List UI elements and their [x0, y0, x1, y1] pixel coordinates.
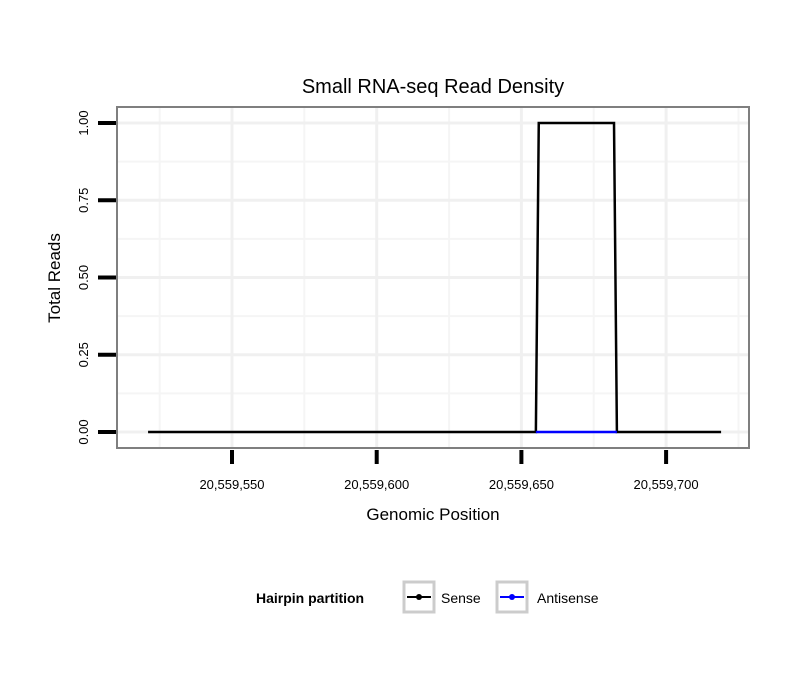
- axes: 20,559,550 20,559,600 20,559,650 20,559,700…: [76, 110, 699, 492]
- y-tick-label: 1.00: [76, 110, 91, 135]
- grid: [117, 107, 749, 448]
- y-axis-label: Total Reads: [45, 233, 64, 323]
- y-tick-label: 0.00: [76, 419, 91, 444]
- x-tick-label: 20,559,550: [199, 477, 264, 492]
- legend-title: Hairpin partition: [256, 590, 364, 606]
- series-group: [148, 121, 722, 434]
- x-tick-label: 20,559,600: [344, 477, 409, 492]
- chart-title: Small RNA-seq Read Density: [302, 76, 564, 98]
- y-tick-label: 0.75: [76, 188, 91, 213]
- legend-item-antisense: Antisense: [495, 580, 599, 614]
- y-tick-label: 0.50: [76, 265, 91, 290]
- x-tick-label: 20,559,700: [634, 477, 699, 492]
- y-tick-label: 0.25: [76, 342, 91, 367]
- legend-item-sense: Sense: [402, 580, 481, 614]
- plot-panel-border: [116, 106, 750, 449]
- series-line-sense: [148, 121, 722, 434]
- x-axis-label: Genomic Position: [366, 505, 499, 524]
- x-tick-label: 20,559,650: [489, 477, 554, 492]
- legend-label-sense: Sense: [441, 590, 481, 606]
- legend-label-antisense: Antisense: [537, 590, 599, 606]
- legend: Hairpin partition Sense Antisense: [256, 580, 599, 614]
